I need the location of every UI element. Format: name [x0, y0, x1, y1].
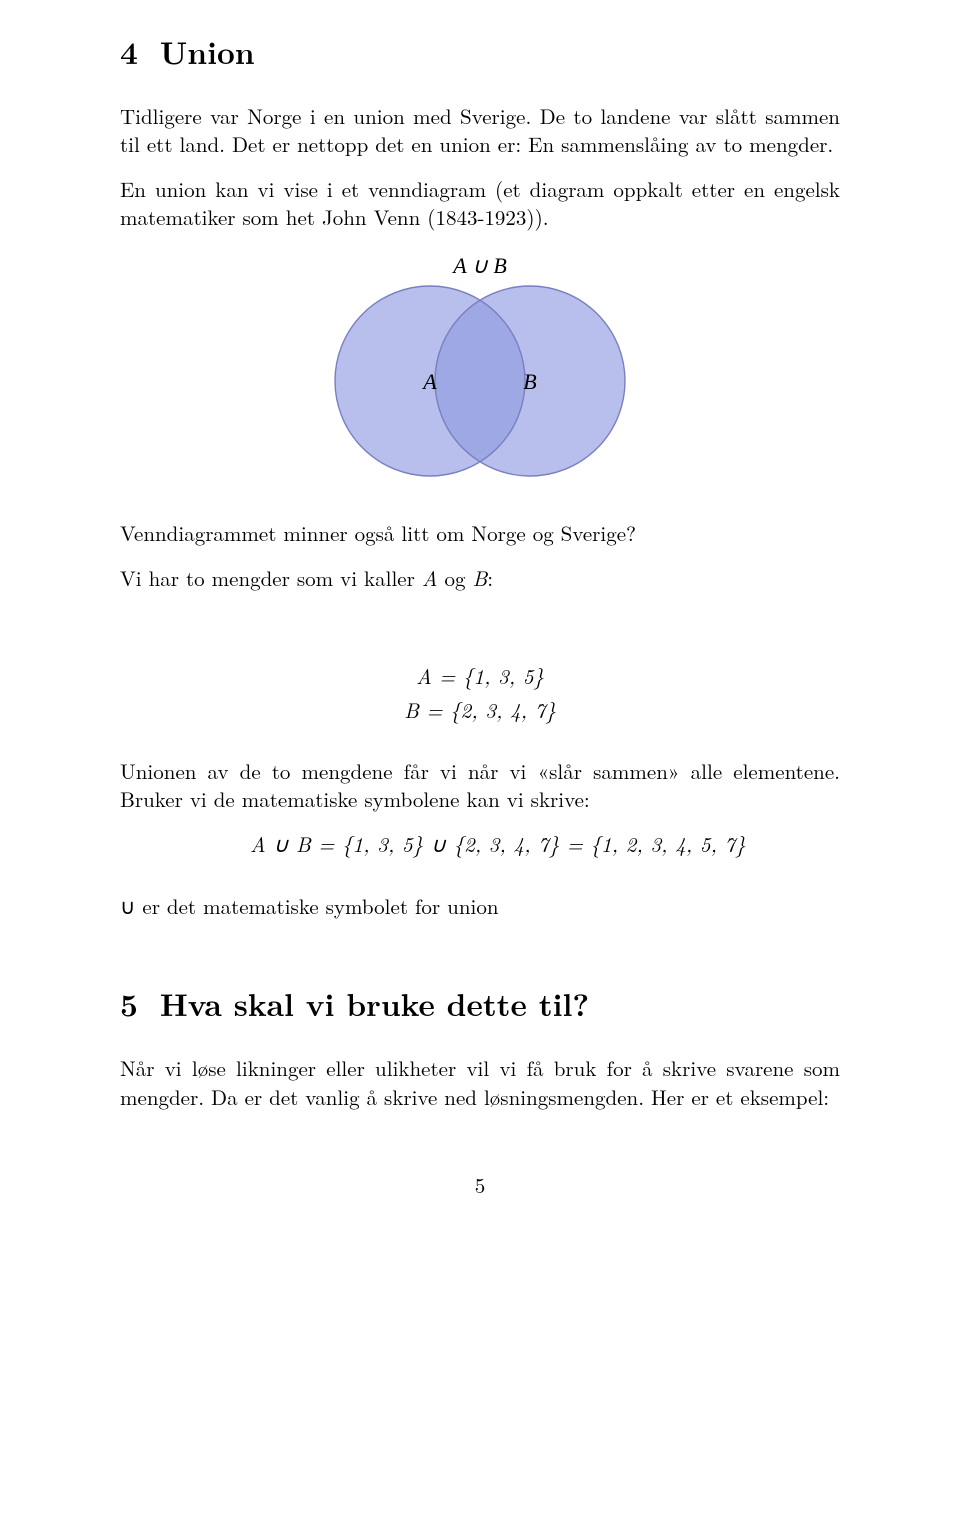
section-4-union-desc: Unionen av de to mengdene får vi når vi …	[120, 757, 840, 814]
set-b-symbol: B	[472, 563, 487, 593]
section-5-heading: 5 Hva skal vi bruke dette til?	[120, 984, 840, 1026]
two-sets-text-post: :	[487, 563, 493, 593]
section-4-two-sets-intro: Vi har to mengder som vi kaller A og B:	[120, 564, 840, 592]
venn-diagram-container: A ∪ B A B	[120, 251, 840, 491]
venn-left-label: A	[421, 369, 437, 394]
venn-title-label: A ∪ B	[451, 253, 507, 278]
section-5-number: 5	[120, 984, 138, 1026]
section-5-para-1: Når vi løse likninger eller ulikheter vi…	[120, 1054, 840, 1111]
section-4-para-after-venn: Venndiagrammet minner også litt om Norge…	[120, 519, 840, 547]
eq-a: A = {1, 3, 5}	[120, 660, 840, 694]
section-4-number: 4	[120, 32, 138, 74]
two-sets-text-pre: Vi har to mengder som vi kaller	[120, 563, 422, 593]
two-sets-text-mid: og	[437, 563, 472, 593]
section-4-symbol-note: ∪ er det matematiske symbolet for union	[120, 892, 840, 920]
section-4-title: Union	[160, 30, 255, 74]
page-number: 5	[120, 1171, 840, 1199]
section-5-title: Hva skal vi bruke dette til?	[160, 982, 589, 1026]
page: 4 Union Tidligere var Norge i en union me…	[0, 0, 960, 1239]
section-4-para-1: Tidligere var Norge i en union med Sveri…	[120, 102, 840, 159]
set-a-symbol: A	[422, 563, 438, 593]
set-definitions: A = {1, 3, 5} B = {2, 3, 4, 7}	[120, 660, 840, 727]
section-4-para-2: En union kan vi vise i et venndiagram (e…	[120, 175, 840, 232]
eq-b: B = {2, 3, 4, 7}	[120, 694, 840, 728]
venn-diagram: A ∪ B A B	[325, 251, 635, 491]
venn-right-label: B	[523, 369, 536, 394]
section-4-heading: 4 Union	[120, 32, 840, 74]
eq-union: A ∪ B = {1, 3, 5} ∪ {2, 3, 4, 7} = {1, 2…	[250, 830, 840, 858]
